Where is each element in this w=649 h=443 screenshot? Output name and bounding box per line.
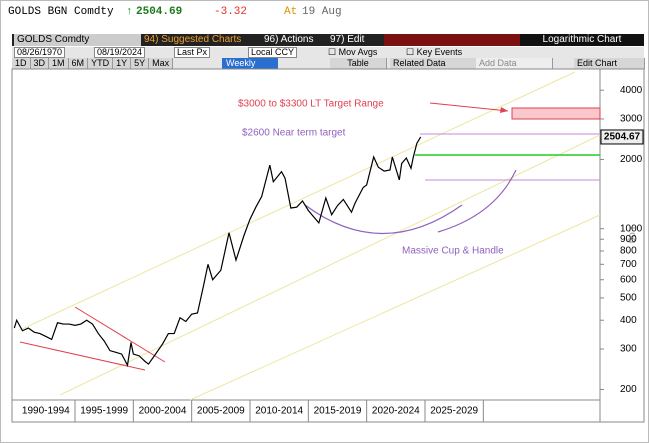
- period-button[interactable]: 3D: [30, 58, 50, 69]
- security-field[interactable]: GOLDS Comdty: [14, 34, 141, 46]
- change: -3.32: [214, 6, 248, 18]
- button[interactable]: Table: [330, 58, 387, 69]
- x-tick-label: 2010-2014: [255, 406, 303, 417]
- channel-line: [189, 214, 601, 401]
- period-button[interactable]: YTD: [88, 58, 114, 69]
- period-button[interactable]: 5Y: [131, 58, 150, 69]
- period-button[interactable]: 1M: [49, 58, 69, 69]
- annotation: Massive Cup & Handle: [402, 246, 504, 257]
- settings: 08/26/1970 08/19/2024 Last Px Local CCY …: [12, 47, 644, 58]
- wedge-line: [74, 306, 166, 363]
- channel-lines: [19, 71, 601, 401]
- x-tick-label: 1990-1994: [22, 406, 70, 417]
- field[interactable]: Last Px: [174, 47, 211, 58]
- x-tick-label: 2020-2024: [372, 406, 420, 417]
- checkbox-label: Mov Avgs: [338, 47, 378, 57]
- menu[interactable]: 94) Suggested Charts: [144, 34, 242, 45]
- time: 19 Aug: [302, 6, 342, 18]
- checkbox[interactable]: ☐ Key Events: [406, 47, 463, 57]
- toolbar: GOLDS Comdty 94) Suggested Charts 96) Ac…: [12, 34, 644, 46]
- x-tick-label: 2025-2029: [430, 406, 478, 417]
- button[interactable]: Add Data: [476, 58, 553, 69]
- y-tick-label: 400: [620, 315, 637, 326]
- price: 2504.69: [136, 6, 183, 18]
- y-tick-label: 800: [620, 246, 637, 257]
- currency[interactable]: Local CCY: [248, 47, 298, 58]
- channel-line: [59, 134, 601, 396]
- frequency[interactable]: Weekly: [222, 58, 278, 69]
- period-button[interactable]: 6M: [68, 58, 89, 69]
- period-group: 1D 3D 1M 6M YTD 1Y 5Y Max: [12, 58, 174, 69]
- y-tick-label: 1000: [620, 223, 643, 234]
- checkbox-label: Key Events: [416, 47, 463, 57]
- y-tick-label: 2000: [620, 154, 643, 165]
- y-tick-label: 4000: [620, 85, 643, 96]
- period-button[interactable]: 1D: [12, 58, 31, 69]
- wedge: [19, 306, 166, 371]
- last-value-label: 2504.67: [604, 132, 641, 143]
- chart-label: Logarithmic Chart: [520, 34, 644, 46]
- channel-line: [19, 71, 576, 331]
- y-tick-label: 500: [620, 293, 637, 304]
- menu[interactable]: 97) Edit: [330, 34, 365, 45]
- start-date[interactable]: 08/26/1970: [14, 47, 66, 58]
- ticker: GOLDS BGN Comdty: [8, 6, 114, 18]
- end-date[interactable]: 08/19/2024: [94, 47, 146, 58]
- x-tick-label: 1995-1999: [80, 406, 128, 417]
- arrow: [429, 102, 509, 112]
- price-line: [13, 136, 422, 368]
- x-tick-label: 2000-2004: [139, 406, 187, 417]
- y-tick-label: 900: [620, 234, 637, 245]
- x-tick-label: 2005-2009: [197, 406, 245, 417]
- annotation: $2600 Near term target: [242, 128, 346, 139]
- period-button[interactable]: Max: [149, 58, 174, 69]
- y-tick-label: 200: [620, 384, 637, 395]
- handle: [437, 169, 517, 233]
- menu[interactable]: 96) Actions: [264, 34, 314, 45]
- time-prefix: At: [284, 6, 298, 18]
- y-tick-label: 300: [620, 344, 637, 355]
- period-button[interactable]: 1Y: [113, 58, 132, 69]
- target-range: [511, 107, 601, 120]
- periods: 1D 3D 1M 6M YTD 1Y 5Y Max Weekly Table Related …: [12, 58, 645, 69]
- y-tick-label: 600: [620, 274, 637, 285]
- x-tick-label: 2015-2019: [314, 406, 362, 417]
- y-tick-label: 3000: [620, 114, 643, 125]
- cup: [304, 204, 463, 235]
- bar: [384, 34, 520, 46]
- button[interactable]: Edit Chart: [574, 58, 645, 69]
- checkbox[interactable]: ☐ Mov Avgs: [328, 47, 378, 57]
- up-arrow: ↑: [126, 6, 133, 18]
- wedge-line: [19, 341, 146, 371]
- axis-label: Log: [626, 227, 637, 244]
- y-tick-label: 700: [620, 259, 637, 270]
- arrow-head: [500, 107, 508, 113]
- annotation: $3000 to $3300 LT Target Range: [238, 99, 384, 110]
- header: GOLDS BGN Comdty ↑ 2504.69 -3.32 At 19 A…: [8, 6, 644, 22]
- chart-border: [11, 68, 645, 423]
- last-value-box: [600, 129, 644, 145]
